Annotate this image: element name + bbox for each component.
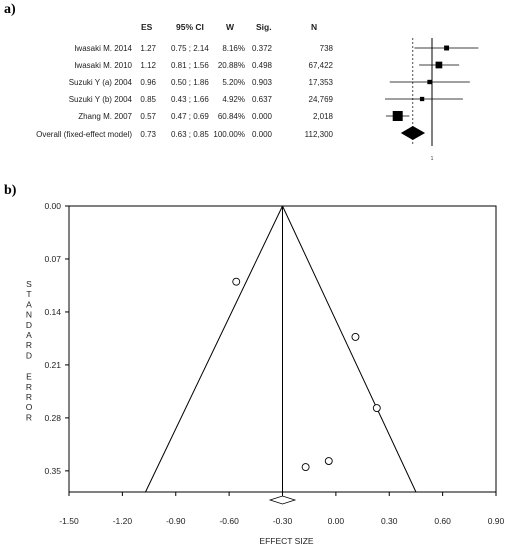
study-weight: 4.92% xyxy=(222,95,245,104)
study-square xyxy=(392,111,403,121)
study-name: Iwasaki M. 2010 xyxy=(74,61,132,70)
study-sig: 0.000 xyxy=(251,112,272,121)
y-axis-label-letter: R xyxy=(26,412,32,422)
study-sig: 0.372 xyxy=(251,44,272,53)
funnel-right-line xyxy=(282,205,417,493)
x-tick-label: -0.90 xyxy=(166,516,186,526)
funnel-left-line xyxy=(145,205,283,493)
forest-axis-tick: 1 xyxy=(431,156,434,162)
study-point xyxy=(232,277,241,286)
study-ci: 0.50 ; 1.86 xyxy=(171,78,209,87)
study-ci: 0.47 ; 0.69 xyxy=(171,112,209,121)
study-n: 67,422 xyxy=(308,61,333,70)
study-es: 0.85 xyxy=(140,95,156,104)
study-point xyxy=(324,457,333,465)
study-es: 0.57 xyxy=(140,112,156,121)
study-name: Iwasaki M. 2014 xyxy=(74,44,132,53)
pooled-diamond xyxy=(268,495,297,505)
study-point xyxy=(372,404,381,413)
study-name: Overall (fixed-effect model) xyxy=(36,130,132,139)
header-w: W xyxy=(226,22,235,32)
study-point xyxy=(301,463,310,472)
y-axis-label-letter: D xyxy=(26,320,32,330)
x-tick-label: -1.20 xyxy=(113,516,133,526)
study-n: 24,769 xyxy=(308,95,333,104)
x-tick-label: 0.90 xyxy=(488,516,505,526)
study-name: Zhang M. 2007 xyxy=(78,112,132,121)
forest-table: ES 95% CI W Sig. N Iwasaki M. 2014 1.27 0.… xyxy=(0,0,519,170)
study-es: 1.12 xyxy=(140,61,156,70)
x-tick-label: 0.60 xyxy=(434,516,451,526)
y-axis-label-letter: R xyxy=(26,382,32,392)
header-ci: 95% CI xyxy=(176,22,204,32)
study-square xyxy=(427,79,432,85)
y-tick-label: 0.28 xyxy=(44,413,61,423)
x-tick-label: 0.30 xyxy=(381,516,398,526)
x-tick-label: -0.30 xyxy=(273,516,293,526)
study-ci: 0.75 ; 2.14 xyxy=(171,44,209,53)
forest-plot: 1 xyxy=(385,38,479,162)
y-axis-label-letter: S xyxy=(26,279,32,289)
y-axis-label-letter: E xyxy=(26,372,32,382)
study-weight: 20.88% xyxy=(217,61,245,70)
y-tick-label: 0.07 xyxy=(44,254,61,264)
study-n: 17,353 xyxy=(308,78,333,87)
overall-diamond xyxy=(400,126,426,140)
x-tick-label: -1.50 xyxy=(59,516,79,526)
y-tick-label: 0.00 xyxy=(44,201,61,211)
study-n: 112,300 xyxy=(304,130,333,139)
y-axis-label-letter: O xyxy=(26,402,33,412)
x-tick-label: -0.60 xyxy=(219,516,239,526)
y-tick-label: 0.35 xyxy=(44,466,61,476)
study-n: 2,018 xyxy=(312,112,333,121)
study-square xyxy=(419,96,425,102)
study-name: Suzuki Y (a) 2004 xyxy=(68,78,132,87)
y-axis-label-letter: A xyxy=(26,299,32,309)
study-name: Suzuki Y (b) 2004 xyxy=(68,95,132,104)
study-ci: 0.43 ; 1.66 xyxy=(171,95,209,104)
study-es: 0.73 xyxy=(140,130,156,139)
y-axis-label-letter: T xyxy=(26,289,31,299)
header-sig: Sig. xyxy=(256,22,272,32)
header-es: ES xyxy=(141,22,153,32)
study-sig: 0.000 xyxy=(251,130,272,139)
study-n: 738 xyxy=(319,44,333,53)
panel-a-label: a) xyxy=(4,2,16,17)
study-es: 1.27 xyxy=(140,44,156,53)
study-point xyxy=(351,332,360,341)
header-n: N xyxy=(311,22,318,32)
study-ci: 0.81 ; 1.56 xyxy=(171,61,209,70)
y-axis-label-letter: D xyxy=(26,350,32,360)
y-axis-label-letter: R xyxy=(26,340,32,350)
study-square xyxy=(444,45,450,51)
y-axis-label-letter: R xyxy=(26,392,32,402)
study-sig: 0.903 xyxy=(251,78,272,87)
study-weight: 5.20% xyxy=(222,78,245,87)
x-tick-label: 0.00 xyxy=(328,516,345,526)
study-es: 0.96 xyxy=(140,78,156,87)
study-sig: 0.498 xyxy=(251,61,272,70)
study-weight: 60.84% xyxy=(217,112,245,121)
y-tick-label: 0.21 xyxy=(44,360,61,370)
study-square xyxy=(435,61,443,69)
study-weight: 8.16% xyxy=(222,44,245,53)
y-axis-label-letter: A xyxy=(26,330,32,340)
x-axis-label: EFFECT SIZE xyxy=(259,536,313,546)
y-axis-label-letter: N xyxy=(26,310,32,320)
study-ci: 0.63 ; 0.85 xyxy=(171,130,209,139)
panel-b-label: b) xyxy=(4,183,17,198)
study-weight: 100.00% xyxy=(213,130,245,139)
study-sig: 0.637 xyxy=(251,95,272,104)
y-tick-label: 0.14 xyxy=(44,307,61,317)
